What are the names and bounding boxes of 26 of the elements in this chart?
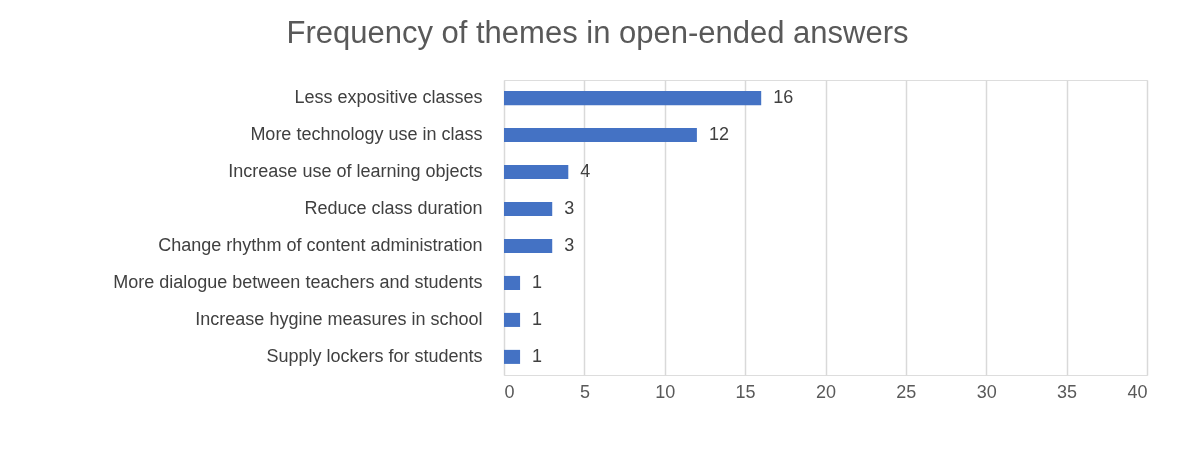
y-tick-label: More technology use in class [250, 124, 483, 145]
data-label: 4 [580, 161, 591, 182]
y-tick-label: Increase use of learning objects [228, 161, 483, 182]
x-tick-label: 5 [579, 381, 590, 402]
y-tick-label: Change rhythm of content administration [158, 234, 483, 255]
y-tick-label: Increase hygine measures in school [195, 308, 483, 329]
data-label: 3 [564, 234, 575, 255]
x-tick-label: 0 [504, 381, 515, 402]
data-label: 12 [708, 124, 729, 145]
x-tick-label: 40 [1127, 381, 1148, 402]
x-tick-label: 25 [896, 381, 917, 402]
data-label: 16 [773, 87, 794, 108]
y-tick-label: More dialogue between teachers and students [113, 271, 483, 292]
data-label: 1 [532, 308, 543, 329]
chart-title: Frequency of themes in open-ended answers [286, 15, 909, 50]
data-label: 1 [532, 271, 543, 292]
x-tick-label: 35 [1057, 381, 1078, 402]
y-tick-label: Supply lockers for students [266, 345, 483, 366]
x-tick-label: 30 [976, 381, 997, 402]
x-tick-label: 20 [815, 381, 837, 402]
data-label: 1 [532, 345, 543, 366]
y-tick-label: Reduce class duration [304, 198, 483, 219]
data-label: 3 [564, 198, 575, 219]
y-tick-label: Less expositive classes [294, 87, 483, 108]
x-tick-label: 10 [655, 381, 676, 402]
x-tick-label: 15 [735, 381, 756, 402]
